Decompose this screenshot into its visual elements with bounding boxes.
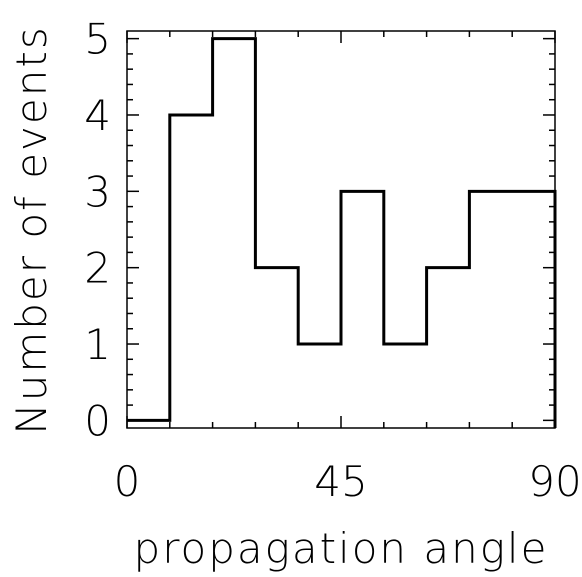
x-tick-label: 90 <box>528 457 581 506</box>
x-tick-label: 45 <box>314 457 367 506</box>
y-tick-labels: 0 1 2 3 4 5 <box>84 15 111 446</box>
y-tick-label: 5 <box>84 15 111 64</box>
x-tick-labels: 0 45 90 <box>114 457 582 506</box>
y-axis-label: Number of events <box>7 25 56 434</box>
y-tick-label: 2 <box>84 244 111 293</box>
y-tick-label: 4 <box>84 91 111 140</box>
x-tick-label: 0 <box>114 457 141 506</box>
y-tick-label: 1 <box>84 320 111 369</box>
y-tick-label: 0 <box>84 396 111 445</box>
x-axis-label: propagation angle <box>134 524 549 573</box>
y-tick-label: 3 <box>84 167 111 216</box>
tick-marks <box>126 31 556 428</box>
histogram-step-line <box>127 37 557 428</box>
